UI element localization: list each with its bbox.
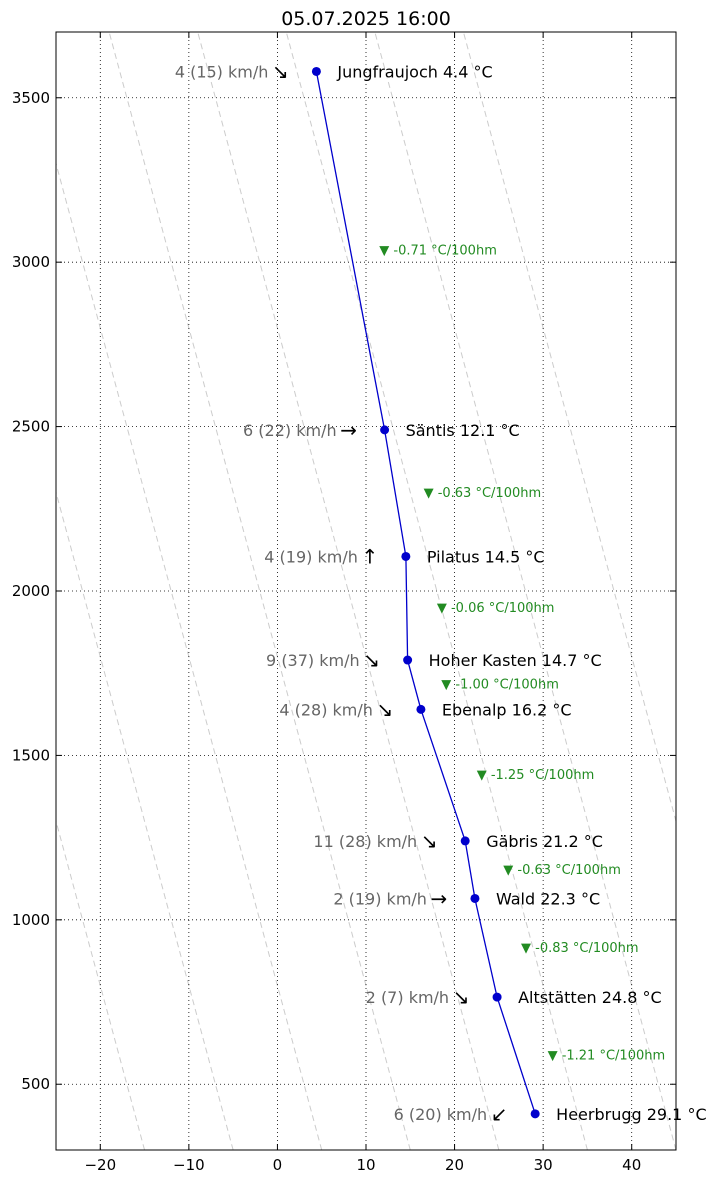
wind-speed-label: 11 (28) km/h	[313, 832, 417, 851]
wind-direction-arrow: ↘	[453, 985, 470, 1009]
station-point	[380, 425, 390, 435]
dry-adiabat-lines	[56, 32, 676, 1150]
station-point	[416, 704, 426, 714]
wind-speed-label: 6 (22) km/h	[243, 421, 337, 440]
wind-speed-label: 9 (37) km/h	[266, 651, 360, 670]
wind-speed-label: 4 (19) km/h	[264, 547, 358, 566]
temperature-series	[311, 66, 540, 1119]
y-tick-label: 500	[21, 1075, 50, 1093]
wind-direction-arrow: ↘	[363, 648, 380, 672]
wind-direction-arrow: ↑	[361, 544, 378, 568]
wind-direction-arrow: →	[431, 886, 448, 910]
lapse-rate-label: ▼ -1.25 °C/100hm	[477, 768, 595, 783]
station-label: Jungfraujoch 4.4 °C	[336, 62, 492, 81]
wind-direction-arrow: →	[340, 418, 357, 442]
dry-adiabat-line	[197, 32, 500, 1150]
station-point	[470, 893, 480, 903]
station-point	[403, 655, 413, 665]
x-tick-label: 10	[356, 1156, 375, 1174]
station-label: Altstätten 24.8 °C	[518, 988, 662, 1007]
station-point	[460, 836, 470, 846]
wind-direction-arrow: ↘	[272, 59, 289, 83]
y-tick-label: 2500	[12, 418, 50, 436]
x-tick-label: 0	[273, 1156, 283, 1174]
lapse-rate-label: ▼ -1.00 °C/100hm	[441, 678, 559, 693]
station-label: Säntis 12.1 °C	[406, 421, 520, 440]
station-annotations: Heerbrugg 29.1 °C ↙6 (20) km/h Altstätten …	[175, 59, 707, 1125]
axis-ticks: −20 −10 0 10 20 30 40 500 1000 1500 2000 2500 3000 35…	[12, 32, 676, 1174]
x-tick-label: 20	[445, 1156, 464, 1174]
y-tick-label: 3000	[12, 253, 50, 271]
station-label: Heerbrugg 29.1 °C	[556, 1105, 706, 1124]
station-label: Hoher Kasten 14.7 °C	[429, 651, 602, 670]
x-tick-label: −20	[84, 1156, 116, 1174]
lapse-rate-label: ▼ -0.63 °C/100hm	[503, 863, 621, 878]
temperature-line	[315, 71, 536, 1115]
lapse-rate-label: ▼ -1.21 °C/100hm	[548, 1048, 666, 1063]
dry-adiabat-line	[56, 161, 323, 1150]
x-tick-label: −10	[173, 1156, 205, 1174]
dry-adiabat-line	[374, 32, 676, 1150]
y-tick-label: 2000	[12, 582, 50, 600]
lapse-rate-label: ▼ -0.63 °C/100hm	[424, 486, 542, 501]
station-point	[530, 1109, 540, 1119]
station-label: Gäbris 21.2 °C	[486, 832, 603, 851]
station-label: Wald 22.3 °C	[496, 889, 600, 908]
y-tick-label: 1500	[12, 746, 50, 764]
grid-lines	[56, 32, 676, 1150]
wind-direction-arrow: ↙	[491, 1102, 508, 1126]
x-tick-label: 30	[534, 1156, 553, 1174]
wind-speed-label: 6 (20) km/h	[394, 1105, 488, 1124]
dry-adiabat-line	[462, 32, 676, 824]
wind-speed-label: 4 (15) km/h	[175, 62, 269, 81]
wind-speed-label: 4 (28) km/h	[279, 700, 373, 719]
lapse-rate-label: ▼ -0.83 °C/100hm	[521, 941, 639, 956]
station-point	[311, 66, 321, 76]
dry-adiabat-line	[56, 490, 234, 1150]
wind-direction-arrow: ↘	[421, 829, 438, 853]
station-label: Pilatus 14.5 °C	[427, 547, 545, 566]
lapse-rate-label: ▼ -0.71 °C/100hm	[379, 244, 497, 259]
dry-adiabat-line	[56, 819, 146, 1150]
x-tick-label: 40	[622, 1156, 641, 1174]
wind-speed-label: 2 (19) km/h	[333, 889, 427, 908]
y-tick-label: 1000	[12, 911, 50, 929]
dry-adiabat-line	[108, 32, 411, 1150]
lapse-rate-annotations: ▼ -1.21 °C/100hm ▼ -0.83 °C/100hm ▼ -0.63 …	[379, 244, 665, 1064]
lapse-rate-label: ▼ -0.06 °C/100hm	[437, 601, 555, 616]
chart-title: 05.07.2025 16:00	[281, 8, 451, 30]
station-point	[401, 551, 411, 561]
station-point	[492, 992, 502, 1002]
wind-speed-label: 2 (7) km/h	[366, 988, 449, 1007]
dry-adiabat-line	[285, 32, 588, 1150]
wind-direction-arrow: ↘	[377, 697, 394, 721]
y-tick-label: 3500	[12, 89, 50, 107]
station-label: Ebenalp 16.2 °C	[442, 700, 572, 719]
